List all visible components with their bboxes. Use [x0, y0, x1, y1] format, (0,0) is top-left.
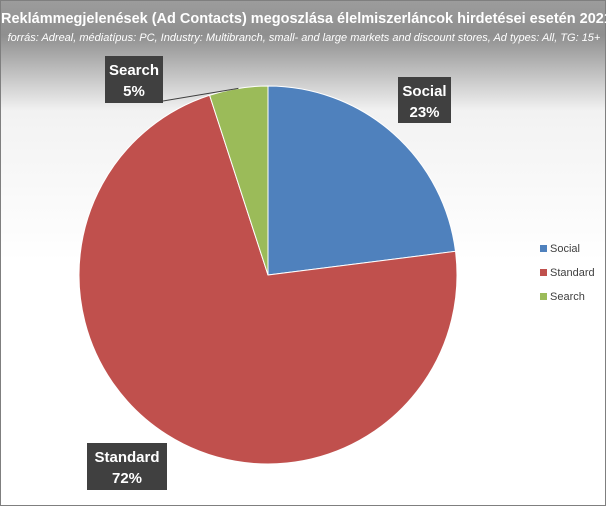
legend-swatch-standard — [540, 269, 547, 276]
legend: Social Standard Search — [540, 243, 595, 303]
data-label-box-search — [105, 56, 163, 103]
legend-swatch-search — [540, 293, 547, 300]
data-label-box-standard — [87, 443, 167, 490]
leader-line-search — [162, 87, 239, 102]
data-label-name-search: Search — [109, 62, 159, 79]
pie-slices — [78, 85, 458, 465]
data-label-name-social: Social — [402, 83, 446, 100]
pie-slice-social — [267, 85, 457, 276]
leader-lines — [162, 87, 239, 102]
data-label-value-social: 23% — [409, 104, 439, 121]
data-label-name-standard: Standard — [94, 449, 159, 466]
data-label-box-social — [398, 77, 451, 123]
legend-swatch-social — [540, 245, 547, 252]
legend-label-standard: Standard — [550, 267, 595, 279]
data-label-value-standard: 72% — [112, 470, 142, 487]
pie-slice-search — [208, 85, 269, 276]
pie-slice-standard — [78, 94, 458, 465]
data-label-value-search: 5% — [123, 83, 145, 100]
legend-label-search: Search — [550, 291, 585, 303]
legend-label-social: Social — [550, 243, 580, 255]
data-labels: Social 23% Standard 72% Search 5% — [87, 56, 451, 490]
chart-subtitle: forrás: Adreal, médiatípus: PC, Industry… — [7, 32, 601, 44]
chart-title: Reklámmegjelenések (Ad Contacts) megoszl… — [1, 11, 606, 27]
